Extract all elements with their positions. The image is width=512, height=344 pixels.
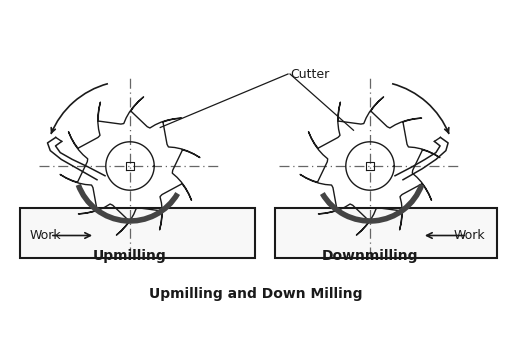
Bar bbox=[20, 208, 255, 258]
Text: Cutter: Cutter bbox=[290, 67, 329, 80]
Text: Work: Work bbox=[453, 229, 485, 242]
Text: Upmilling and Down Milling: Upmilling and Down Milling bbox=[150, 287, 362, 301]
Text: Upmilling: Upmilling bbox=[93, 249, 167, 263]
Text: Work: Work bbox=[30, 229, 61, 242]
Text: Downmilling: Downmilling bbox=[322, 249, 418, 263]
Bar bbox=[275, 208, 497, 258]
